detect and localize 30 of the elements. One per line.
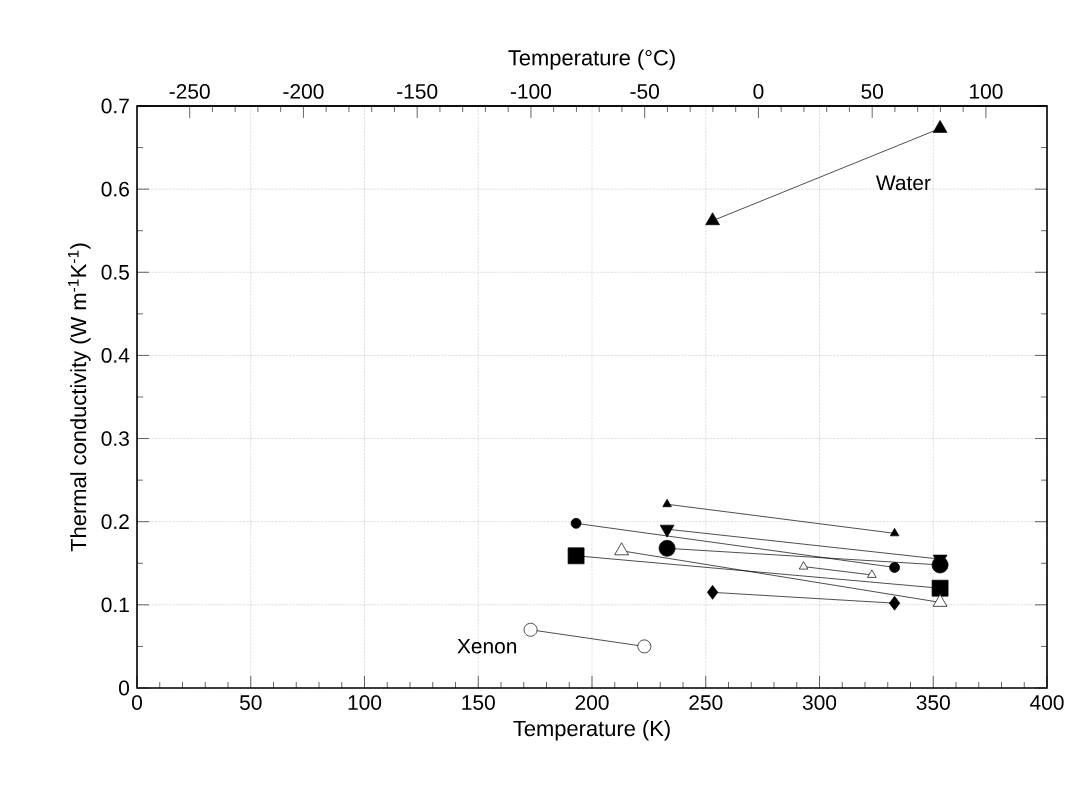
x-tick-label: 300 xyxy=(802,695,837,710)
x2-tick-label: 100 xyxy=(970,84,1003,99)
y-tick-label: 0.4 xyxy=(101,348,130,363)
x-axis-title: Temperature (K) xyxy=(513,720,670,741)
x-tick-label: 150 xyxy=(462,695,495,710)
y-tick-label: 0.1 xyxy=(101,597,129,613)
y-tick-label: 0.3 xyxy=(101,431,129,446)
x-tick-label: 100 xyxy=(348,695,382,710)
x2-tick-label: -50 xyxy=(630,84,659,99)
y-tick-label: 0 xyxy=(119,680,130,696)
x2-tick-label: -150 xyxy=(397,84,438,99)
x-tick-label: 0 xyxy=(132,695,142,710)
x2-tick-label: 0 xyxy=(753,84,764,99)
x-tick-label: 250 xyxy=(689,695,723,710)
x2-axis-title: Temperature (°C) xyxy=(508,49,675,70)
x2-tick-label: 50 xyxy=(861,84,883,99)
y-tick-label: 0.5 xyxy=(101,264,129,280)
x-tick-label: 50 xyxy=(239,695,262,710)
series-label: Xenon xyxy=(457,638,517,654)
x2-tick-label: -250 xyxy=(169,84,210,99)
x-tick-label: 200 xyxy=(575,695,609,710)
y-axis-title: Thermal conductivity (W m$^{-1}$K$^{-1}$) xyxy=(68,243,91,552)
x-tick-label: 350 xyxy=(916,695,950,710)
y-tick-label: 0.2 xyxy=(101,514,129,530)
series-label: Water xyxy=(875,175,931,191)
x2-tick-label: -100 xyxy=(510,84,552,99)
y-tick-label: 0.6 xyxy=(101,181,129,197)
y-tick-label: 0.7 xyxy=(101,98,129,114)
x2-tick-label: -200 xyxy=(283,84,324,99)
x-tick-label: 400 xyxy=(1030,695,1064,710)
